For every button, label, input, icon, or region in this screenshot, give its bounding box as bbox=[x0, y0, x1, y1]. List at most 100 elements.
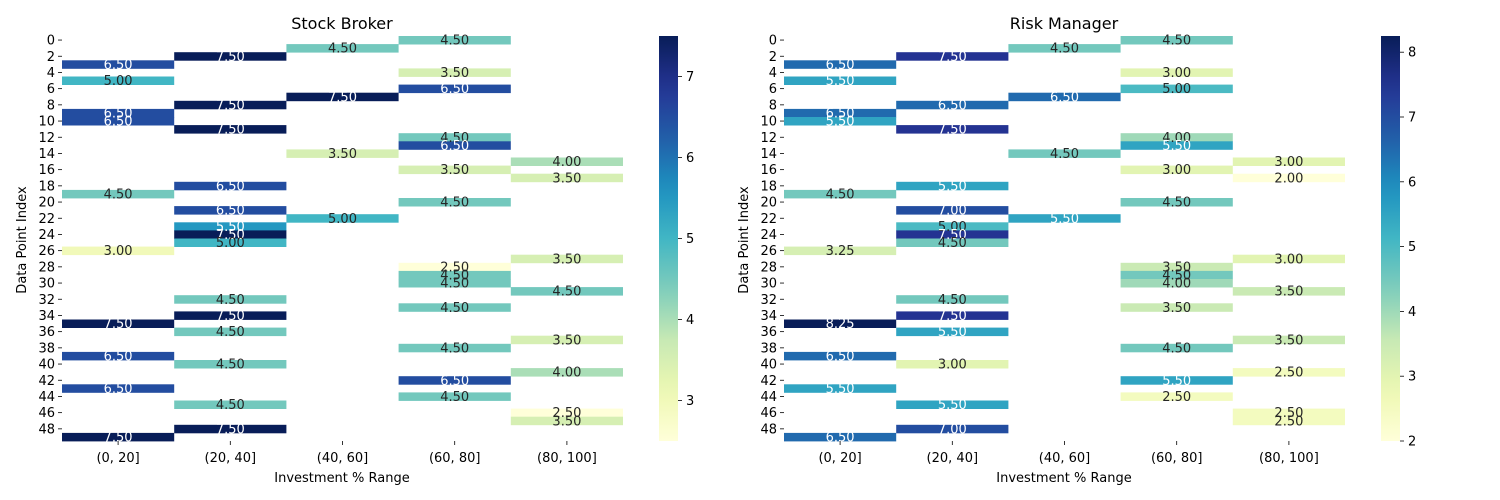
heatmap-cell bbox=[174, 327, 287, 337]
cell-value-label: 3.00 bbox=[938, 358, 967, 373]
cell-value-label: 7.50 bbox=[216, 123, 245, 138]
heatmap-cell bbox=[398, 262, 511, 272]
heatmap-cell bbox=[784, 76, 897, 85]
y-tick-label: 46 bbox=[38, 406, 55, 421]
heatmap-cell bbox=[510, 173, 623, 183]
colorbar-tick-label: 6 bbox=[686, 151, 694, 166]
y-tick-label: 48 bbox=[38, 422, 55, 437]
y-tick-label: 0 bbox=[769, 34, 777, 49]
y-axis-label: Data Point Index bbox=[15, 186, 30, 294]
heatmap-cell bbox=[896, 222, 1009, 231]
heatmap-cell bbox=[398, 141, 511, 150]
heatmap-cell bbox=[286, 149, 399, 158]
cell-value-label: 4.50 bbox=[552, 285, 581, 300]
heatmap-cell bbox=[1120, 141, 1233, 150]
y-tick-label: 22 bbox=[38, 212, 55, 227]
heatmap-cell bbox=[1232, 368, 1345, 377]
cell-value-label: 3.00 bbox=[1162, 163, 1191, 178]
cell-value-label: 3.50 bbox=[1162, 260, 1191, 275]
heatmap-cell bbox=[286, 214, 399, 223]
cell-value-label: 2.50 bbox=[440, 260, 469, 275]
heatmap-cell bbox=[174, 360, 287, 369]
heatmap-cell bbox=[1232, 173, 1345, 183]
heatmap-cell bbox=[510, 287, 623, 296]
heatmap-cell bbox=[896, 360, 1009, 369]
y-tick-label: 12 bbox=[38, 131, 55, 146]
heatmap-cell bbox=[174, 311, 287, 320]
cell-value-label: 3.50 bbox=[552, 252, 581, 267]
cell-value-label: 3.00 bbox=[1274, 252, 1303, 267]
y-tick-label: 34 bbox=[38, 309, 55, 324]
heatmap-cell bbox=[896, 327, 1009, 337]
heatmap-cell bbox=[1232, 416, 1345, 426]
cell-value-label: 5.50 bbox=[1050, 212, 1079, 227]
cell-value-label: 7.50 bbox=[216, 422, 245, 437]
y-tick-label: 24 bbox=[760, 228, 777, 243]
heatmap-cell bbox=[1232, 157, 1345, 166]
heatmap-cell bbox=[896, 206, 1009, 215]
heatmap-cell bbox=[784, 246, 897, 256]
cell-value-label: 2.50 bbox=[552, 406, 581, 421]
cell-value-label: 3.50 bbox=[440, 66, 469, 81]
cell-value-label: 2.00 bbox=[1274, 171, 1303, 186]
cell-value-label: 7.50 bbox=[216, 309, 245, 324]
cell-value-label: 3.00 bbox=[104, 244, 133, 259]
cell-value-label: 6.50 bbox=[826, 430, 855, 445]
y-tick-label: 22 bbox=[760, 212, 777, 227]
heatmap-cell bbox=[174, 295, 287, 304]
y-tick-label: 0 bbox=[47, 34, 55, 49]
heatmap-cell bbox=[784, 319, 897, 328]
cell-value-label: 4.00 bbox=[552, 366, 581, 381]
x-tick-label: (80, 100] bbox=[1259, 451, 1319, 466]
x-tick-label: (60, 80] bbox=[429, 451, 481, 466]
heatmap-cell bbox=[398, 165, 511, 175]
cell-value-label: 6.50 bbox=[440, 82, 469, 97]
y-tick-label: 46 bbox=[760, 406, 777, 421]
heatmap-cell bbox=[174, 424, 287, 434]
cell-value-label: 4.50 bbox=[1050, 147, 1079, 162]
heatmap-cell bbox=[896, 238, 1009, 247]
heatmap-cell bbox=[896, 311, 1009, 320]
heatmap-cell bbox=[62, 76, 175, 85]
y-tick-label: 36 bbox=[760, 325, 777, 340]
cell-value-label: 5.50 bbox=[1162, 139, 1191, 154]
y-tick-label: 10 bbox=[38, 115, 55, 130]
heatmap-cell bbox=[174, 400, 287, 409]
cell-value-label: 4.50 bbox=[938, 293, 967, 308]
heatmap-cell bbox=[398, 68, 511, 77]
heatmap-cell bbox=[896, 230, 1009, 239]
heatmap-cell bbox=[1232, 335, 1345, 345]
heatmap-cell bbox=[1120, 133, 1233, 142]
y-tick-label: 48 bbox=[760, 422, 777, 437]
cell-value-label: 3.50 bbox=[1274, 333, 1303, 348]
x-tick-label: (20, 40] bbox=[927, 451, 979, 466]
cell-value-label: 5.50 bbox=[938, 179, 967, 194]
y-tick-label: 44 bbox=[38, 390, 55, 405]
heatmap-cell bbox=[174, 222, 287, 231]
heatmap-cell bbox=[62, 384, 175, 393]
cell-value-label: 6.50 bbox=[826, 58, 855, 73]
y-tick-label: 40 bbox=[38, 358, 55, 373]
cell-value-label: 8.25 bbox=[826, 317, 855, 332]
cell-value-label: 4.50 bbox=[1162, 34, 1191, 49]
cell-value-label: 7.50 bbox=[104, 430, 133, 445]
heatmap-cell bbox=[398, 36, 511, 45]
y-tick-label: 32 bbox=[760, 293, 777, 308]
cell-value-label: 3.50 bbox=[552, 171, 581, 186]
cell-value-label: 5.00 bbox=[216, 236, 245, 251]
colorbar-tick-label: 4 bbox=[686, 313, 694, 328]
x-tick-label: (0, 20] bbox=[96, 451, 139, 466]
colorbar-tick-label: 2 bbox=[1408, 435, 1416, 450]
cell-value-label: 6.50 bbox=[104, 106, 133, 121]
heatmap-cell bbox=[62, 351, 175, 361]
y-tick-label: 32 bbox=[38, 293, 55, 308]
cell-value-label: 4.50 bbox=[328, 42, 357, 57]
chart-title: Risk Manager bbox=[1010, 14, 1119, 33]
x-tick-label: (80, 100] bbox=[537, 451, 597, 466]
y-tick-label: 28 bbox=[760, 260, 777, 275]
heatmap-cell bbox=[398, 376, 511, 385]
heatmap-cell bbox=[398, 198, 511, 207]
x-tick-label: (40, 60] bbox=[317, 451, 369, 466]
heatmap-cell bbox=[1120, 84, 1233, 94]
y-tick-label: 20 bbox=[38, 196, 55, 211]
